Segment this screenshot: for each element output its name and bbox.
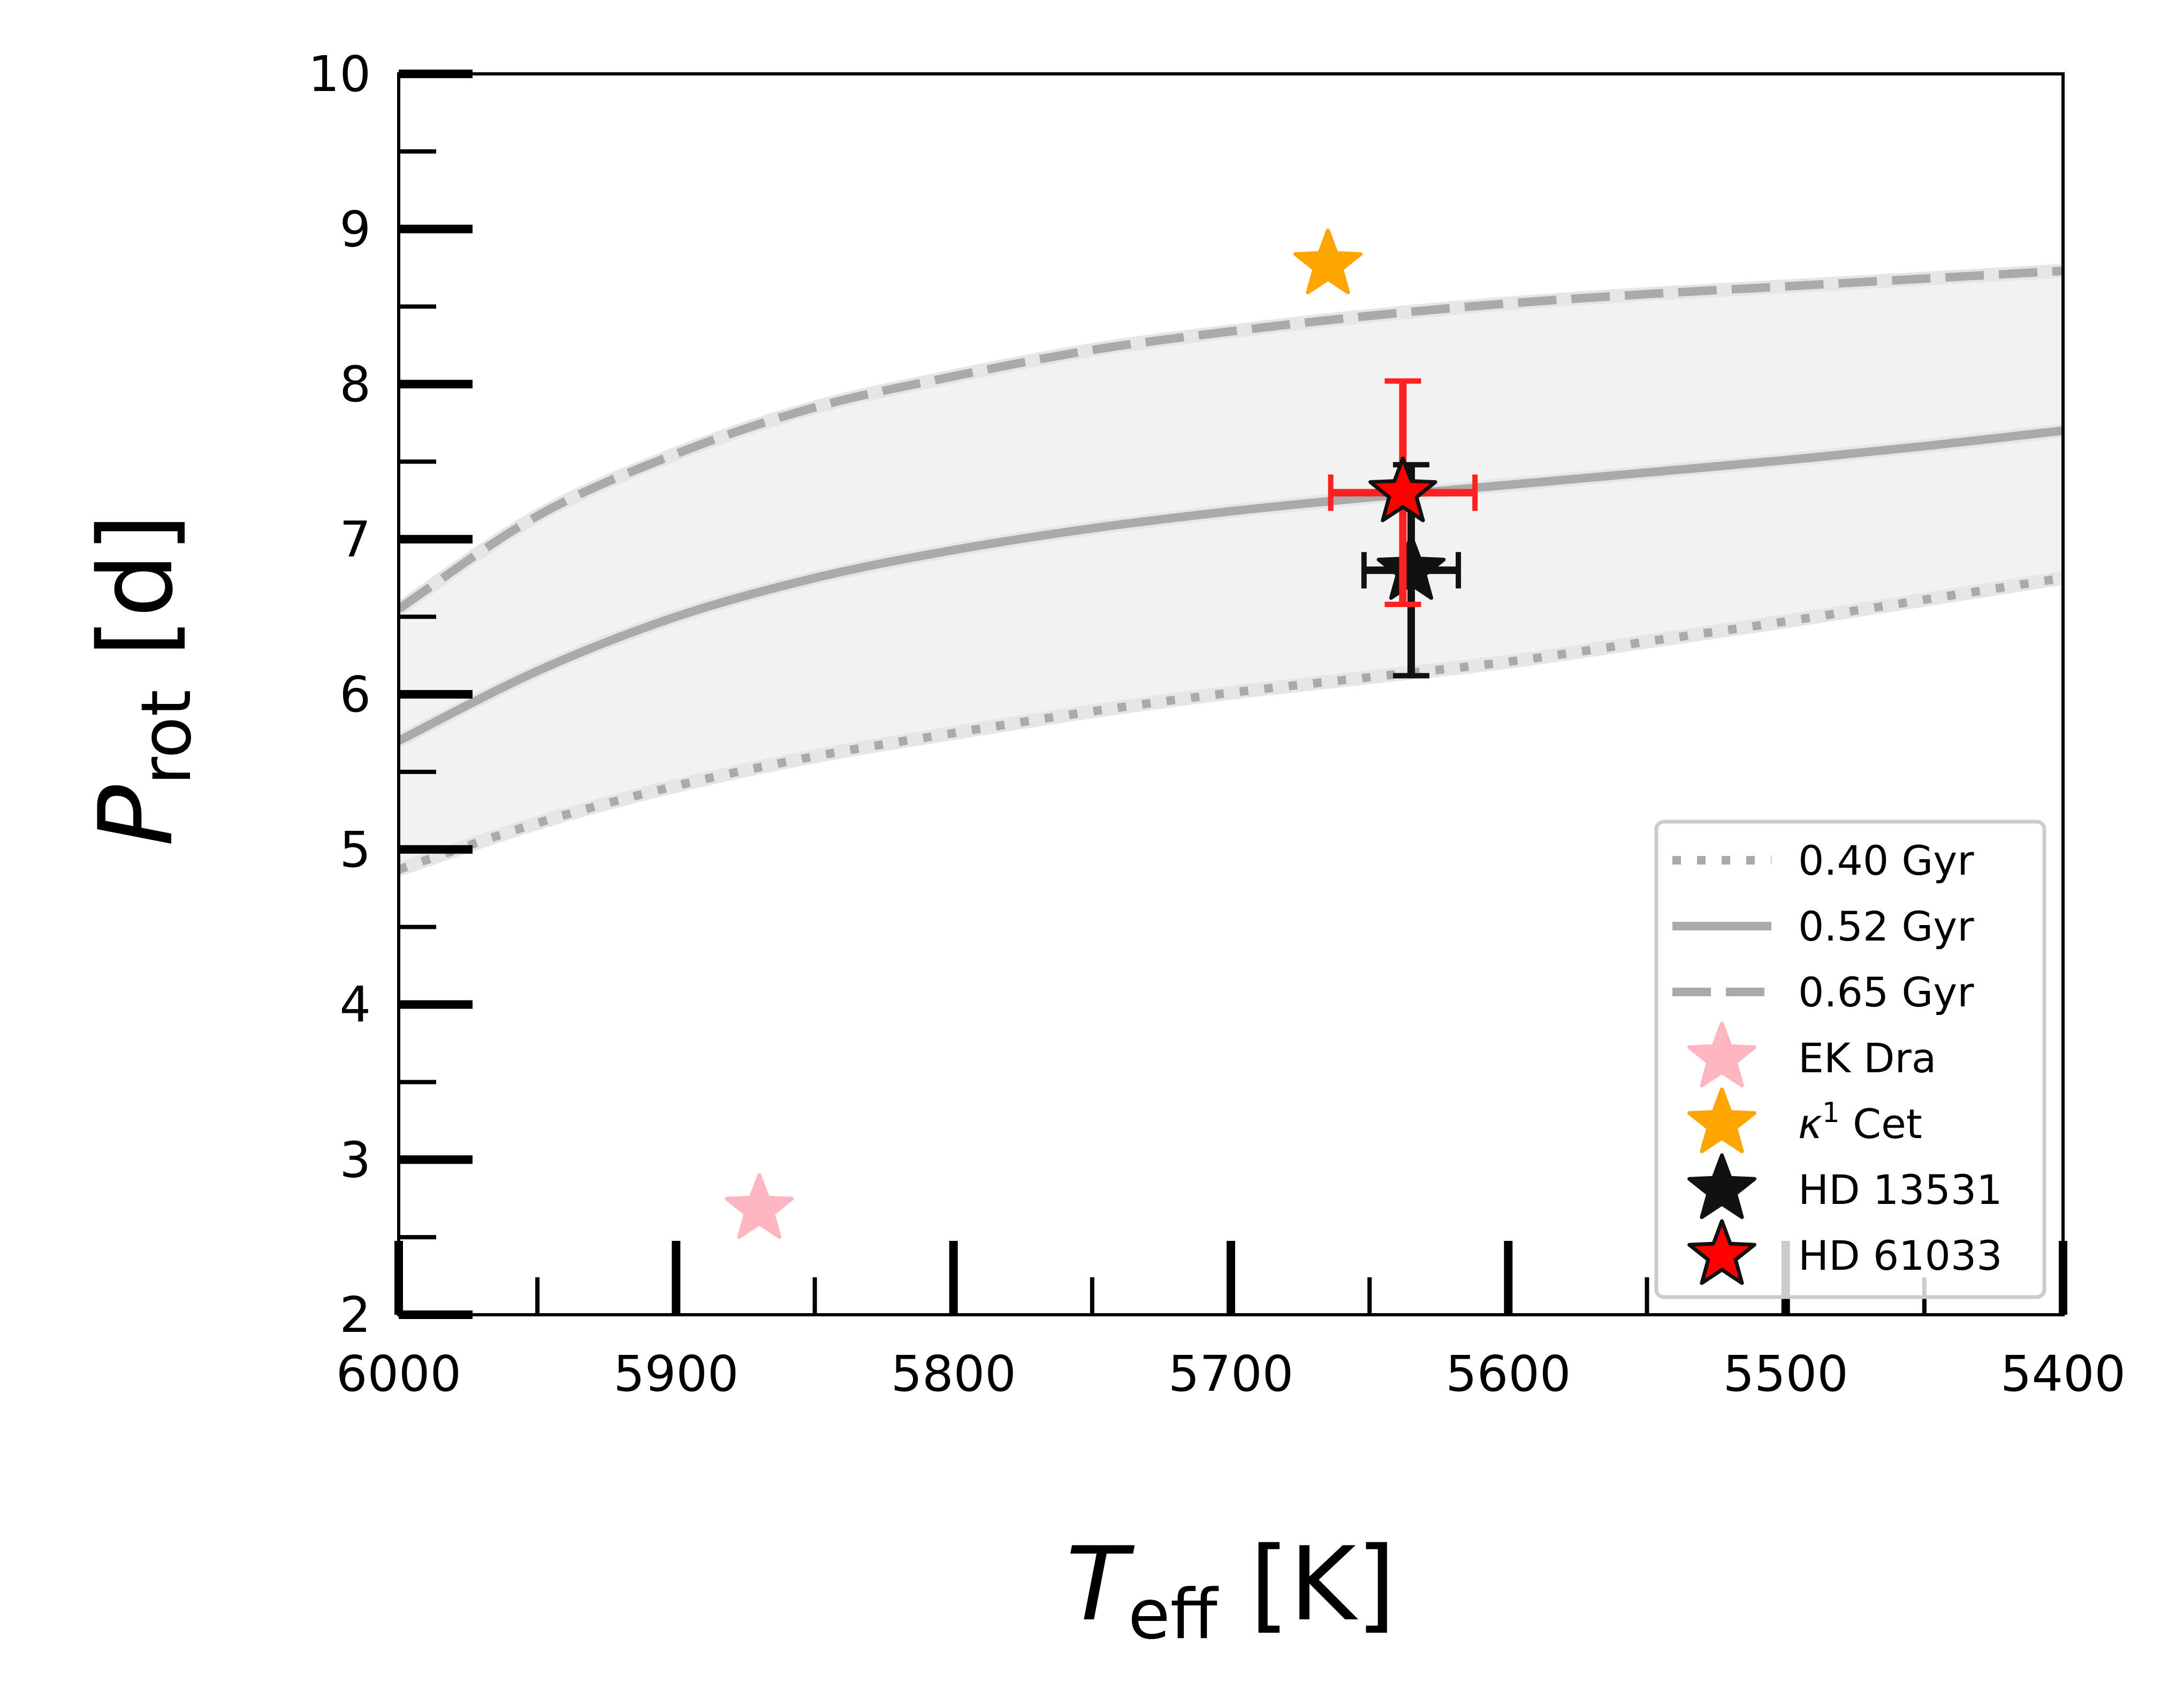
star-marker-hd-61033: [1368, 456, 1437, 522]
y-axis-title-symbol: P: [77, 785, 195, 846]
star-marker-cet: [1293, 228, 1363, 294]
legend-label-0-40-gyr: 0.40 Gyr: [1798, 837, 1974, 884]
point-hd-61033: [1328, 378, 1478, 607]
plot-frame: [397, 72, 2065, 1316]
y-tick-label: 5: [339, 821, 371, 878]
y-axis-title: Prot [d]: [77, 513, 207, 846]
y-tick-label: 3: [339, 1131, 371, 1188]
x-tick-label: 5600: [1445, 1345, 1571, 1403]
x-tick-label: 5800: [891, 1345, 1016, 1403]
model-band: [399, 271, 2063, 870]
y-tick-label: 2: [339, 1286, 371, 1344]
y-tick-label: 10: [308, 46, 371, 103]
x-tick-label: 5700: [1168, 1345, 1293, 1403]
x-axis-title-unit: [K]: [1250, 1525, 1396, 1643]
series-line-0-52-gyr: [399, 426, 2063, 745]
legend-marker-hd-61033: [1687, 1219, 1756, 1285]
y-tick-label: 6: [339, 666, 371, 723]
plot-area: [399, 228, 2063, 1239]
point-ek-dra: [725, 1173, 794, 1239]
y-tick-label: 9: [339, 201, 371, 258]
star-marker-hd-13531: [1376, 534, 1446, 600]
y-axis-title-spacer: [77, 657, 195, 689]
legend-marker-hd-13531: [1687, 1153, 1756, 1219]
legend-label-0-52-gyr: 0.52 Gyr: [1798, 903, 1974, 950]
x-axis-title-subscript: eff: [1128, 1575, 1219, 1655]
point-cet: [1293, 228, 1363, 294]
legend: 0.40 Gyr 0.52 Gyr 0.65 Gyr EK Dra κ1 Cet HD 1…: [1654, 820, 2046, 1299]
legend-label-cet: κ1 Cet: [1798, 1097, 1922, 1148]
legend-marker-ek-dra: [1687, 1021, 1756, 1088]
series-line-0-65-gyr: [399, 267, 2063, 613]
x-axis-title-spacer: [1217, 1525, 1250, 1643]
legend-label-ek-dra: EK Dra: [1798, 1034, 1936, 1082]
x-tick-label: 5400: [2000, 1345, 2126, 1403]
y-tick-label: 8: [339, 356, 371, 413]
legend-label-hd-13531: HD 13531: [1798, 1166, 2003, 1214]
legend-label-0-65-gyr: 0.65 Gyr: [1798, 968, 1974, 1016]
x-tick-label: 5900: [613, 1345, 739, 1403]
y-tick-label: 4: [339, 976, 371, 1034]
x-axis-title-symbol: T: [1066, 1525, 1135, 1643]
star-marker-ek-dra: [725, 1173, 794, 1239]
legend-marker-cet: [1687, 1087, 1756, 1154]
data-points-layer: [725, 228, 1478, 1239]
axis-ticks: [394, 70, 2067, 1319]
model-band-layer: [399, 271, 2063, 870]
x-axis-title: Teff [K]: [1066, 1525, 1396, 1655]
legend-label-hd-61033: HD 61033: [1798, 1232, 2003, 1279]
x-tick-label: 6000: [336, 1345, 461, 1403]
y-axis-title-subscript: rot: [127, 689, 207, 785]
model-lines-layer: [399, 264, 2063, 876]
y-axis-title-unit: [d]: [77, 513, 195, 657]
tick-labels: 2 3 4 5 6 7 8 9 10 6000 5900 5800 5700 5600 5500 5400: [308, 46, 2126, 1403]
series-halo-0-40-gyr: [399, 571, 2063, 876]
y-tick-label: 7: [339, 511, 371, 568]
x-tick-label: 5500: [1723, 1345, 1848, 1403]
